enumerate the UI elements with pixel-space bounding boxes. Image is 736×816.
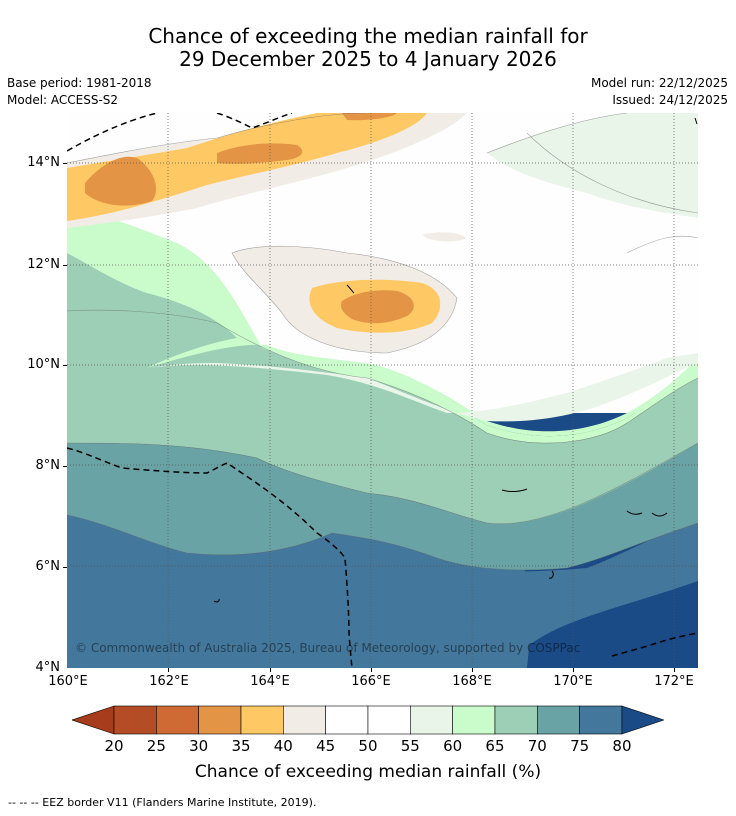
rainfall-contours bbox=[67, 113, 698, 668]
lon-label-168e: 168°E bbox=[452, 674, 492, 689]
issued-date: Issued: 24/12/2025 bbox=[612, 93, 728, 107]
rainfall-map bbox=[67, 113, 698, 668]
colorbar-segment bbox=[240, 705, 284, 735]
lon-label-164e: 164°E bbox=[250, 674, 290, 689]
colorbar-tick-label: 30 bbox=[189, 737, 209, 755]
islands bbox=[213, 117, 698, 603]
lon-label-166e: 166°E bbox=[351, 674, 391, 689]
lon-tick bbox=[674, 668, 675, 672]
lon-label-170e: 170°E bbox=[553, 674, 593, 689]
colorbar-segment bbox=[325, 705, 369, 735]
colorbar-tick-label: 35 bbox=[231, 737, 251, 755]
eez-border bbox=[67, 113, 698, 668]
model-name: Model: ACCESS-S2 bbox=[7, 93, 119, 107]
lat-tick bbox=[63, 567, 67, 568]
colorbar-arrow-low bbox=[72, 705, 115, 735]
lon-tick bbox=[573, 668, 574, 672]
lat-label-14n: 14°N bbox=[27, 155, 60, 170]
lat-tick bbox=[63, 466, 67, 467]
colorbar-tick-label: 55 bbox=[400, 737, 420, 755]
colorbar-tick-label: 70 bbox=[527, 737, 547, 755]
colorbar-segment bbox=[367, 705, 411, 735]
lon-tick bbox=[371, 668, 372, 672]
lon-tick bbox=[472, 668, 473, 672]
colorbar-arrow-high bbox=[621, 705, 664, 735]
lon-label-160e: 160°E bbox=[48, 674, 88, 689]
colorbar-tick-label: 60 bbox=[443, 737, 463, 755]
eez-footnote: -- -- -- EEZ border V11 (Flanders Marine… bbox=[8, 796, 317, 809]
colorbar-segment bbox=[579, 705, 623, 735]
base-period: Base period: 1981-2018 bbox=[7, 76, 152, 90]
colorbar bbox=[72, 705, 664, 735]
lon-tick bbox=[270, 668, 271, 672]
copyright-notice: © Commonwealth of Australia 2025, Bureau… bbox=[75, 641, 581, 655]
map-title-line2: 29 December 2025 to 4 January 2026 bbox=[179, 47, 557, 71]
map-canvas bbox=[67, 113, 698, 668]
model-run: Model run: 22/12/2025 bbox=[590, 76, 728, 90]
lon-tick bbox=[168, 668, 169, 672]
contour-lines bbox=[67, 113, 698, 571]
colorbar-tick-label: 75 bbox=[570, 737, 590, 755]
colorbar-segment bbox=[113, 705, 157, 735]
colorbar-tick-label: 65 bbox=[485, 737, 505, 755]
lon-label-162e: 162°E bbox=[149, 674, 189, 689]
colorbar-tick-label: 25 bbox=[146, 737, 166, 755]
lat-tick bbox=[63, 265, 67, 266]
lat-label-12n: 12°N bbox=[27, 257, 60, 272]
lon-label-172e: 172°E bbox=[654, 674, 694, 689]
colorbar-tick-label: 50 bbox=[358, 737, 378, 755]
colorbar-segment bbox=[283, 705, 326, 735]
colorbar-segment bbox=[410, 705, 453, 735]
lat-tick bbox=[63, 163, 67, 164]
colorbar-tick-label: 45 bbox=[316, 737, 336, 755]
lat-label-6n: 6°N bbox=[35, 559, 61, 574]
colorbar-segment bbox=[156, 705, 199, 735]
colorbar-tick-label: 20 bbox=[104, 737, 124, 755]
lat-label-4n: 4°N bbox=[35, 660, 61, 675]
lat-tick bbox=[63, 365, 67, 366]
lat-label-8n: 8°N bbox=[35, 458, 61, 473]
colorbar-segment bbox=[494, 705, 538, 735]
colorbar-segment bbox=[452, 705, 496, 735]
colorbar-title: Chance of exceeding median rainfall (%) bbox=[194, 762, 542, 782]
colorbar-segment bbox=[198, 705, 242, 735]
colorbar-tick-label: 40 bbox=[273, 737, 293, 755]
colorbar-segment bbox=[536, 705, 580, 735]
map-title-line1: Chance of exceeding the median rainfall … bbox=[148, 24, 588, 48]
colorbar-tick-label: 80 bbox=[612, 737, 632, 755]
lat-label-10n: 10°N bbox=[27, 357, 60, 372]
graticule bbox=[67, 113, 698, 668]
